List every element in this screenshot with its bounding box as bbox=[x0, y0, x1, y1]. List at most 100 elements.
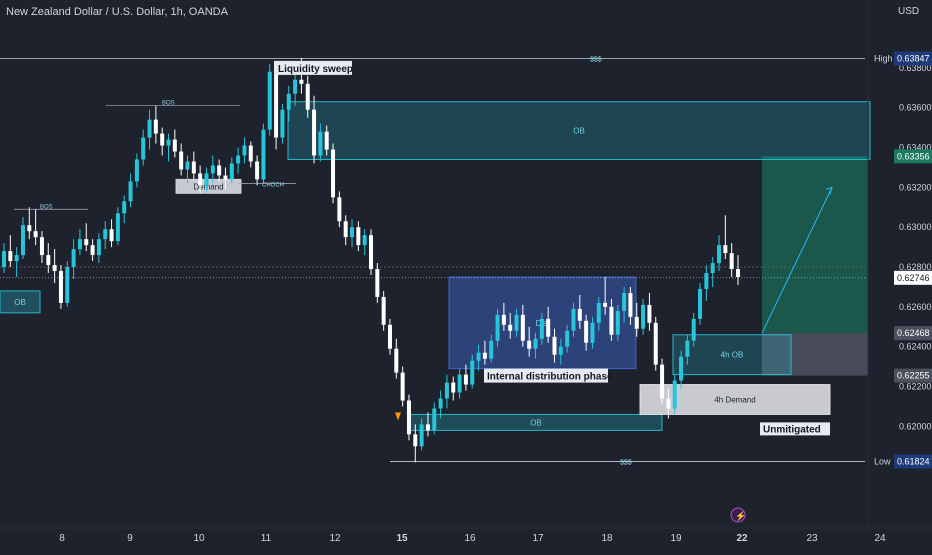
candle-body bbox=[299, 79, 304, 84]
candle-body bbox=[406, 400, 411, 435]
candle-body bbox=[223, 175, 228, 180]
candle-body bbox=[444, 382, 449, 399]
candle-body bbox=[425, 424, 430, 431]
y-tick-label: 0.63400 bbox=[899, 143, 932, 153]
candle-body bbox=[84, 239, 89, 246]
candle-body bbox=[318, 131, 323, 156]
zone-label-ob-left: OB bbox=[14, 298, 26, 307]
candle-body bbox=[122, 201, 127, 214]
candle-body bbox=[596, 302, 601, 323]
projection-arrowhead bbox=[825, 186, 833, 195]
candle-body bbox=[691, 318, 696, 341]
x-tick-label: 23 bbox=[806, 533, 818, 544]
price-tag-label: 0.63847 bbox=[897, 53, 930, 63]
price-tag-name-bg bbox=[868, 454, 893, 469]
internal-distribution-box bbox=[484, 368, 608, 383]
candle-body bbox=[312, 109, 317, 156]
zone-demand-4h bbox=[639, 384, 831, 415]
candle-body bbox=[14, 255, 19, 262]
lightning-glyph: ⚡ bbox=[735, 510, 746, 522]
price-tag bbox=[894, 149, 932, 164]
candle-body bbox=[381, 296, 386, 325]
candle-body bbox=[2, 251, 6, 268]
x-tick-label: 8 bbox=[59, 533, 65, 544]
y-tick-label: 0.62400 bbox=[899, 342, 932, 352]
candle-body bbox=[46, 255, 51, 266]
candle-body bbox=[71, 249, 76, 268]
price-tag bbox=[894, 368, 932, 383]
candle-body bbox=[666, 398, 671, 409]
liquidity-sweep-box bbox=[274, 60, 352, 75]
candle-body bbox=[39, 237, 44, 256]
candle-body bbox=[679, 356, 684, 381]
candle-body bbox=[628, 292, 633, 317]
candle-body bbox=[160, 133, 165, 146]
candle-body bbox=[293, 79, 298, 94]
choch-label: CHOCH bbox=[262, 182, 284, 188]
liquidity-sweep-label: Liquidity sweep bbox=[278, 64, 353, 75]
candle-body bbox=[77, 239, 82, 250]
price-tag-label: 0.61824 bbox=[897, 456, 930, 466]
x-tick-label: 15 bbox=[396, 533, 408, 544]
price-tag-label: 0.62468 bbox=[897, 328, 930, 338]
y-tick-label: 0.63200 bbox=[899, 182, 932, 192]
zone-ob-4h bbox=[672, 334, 792, 376]
x-tick-label: 22 bbox=[736, 533, 748, 544]
candle-body bbox=[261, 129, 266, 180]
x-tick-label: 10 bbox=[193, 533, 205, 544]
candle-body bbox=[685, 340, 690, 357]
candle-body bbox=[558, 346, 563, 355]
candle-body bbox=[109, 229, 114, 242]
x-tick-label: 19 bbox=[670, 533, 682, 544]
candle-body bbox=[141, 137, 146, 160]
zone-label-ob-bottom: OB bbox=[530, 418, 542, 427]
candle-body bbox=[280, 109, 285, 138]
price-tag bbox=[894, 454, 932, 469]
candle-body bbox=[419, 424, 424, 447]
candle-body bbox=[52, 265, 57, 272]
candle-body bbox=[134, 159, 139, 182]
candle-body bbox=[172, 139, 177, 152]
candle-body bbox=[387, 324, 392, 349]
target-zone bbox=[762, 156, 868, 334]
candle-body bbox=[65, 267, 70, 303]
internal-distribution-label: Internal distribution phase bbox=[487, 372, 613, 383]
candle-body bbox=[710, 263, 715, 274]
candle-body bbox=[552, 336, 557, 355]
candle-body bbox=[508, 324, 513, 331]
candle-body bbox=[660, 364, 665, 399]
x-tick-label: 12 bbox=[329, 533, 341, 544]
candle-body bbox=[736, 269, 740, 277]
x-tick-label: 9 bbox=[127, 533, 133, 544]
candle-body bbox=[33, 231, 38, 238]
candle-body bbox=[375, 269, 380, 297]
candle-body bbox=[274, 71, 279, 138]
candle-body bbox=[27, 225, 32, 232]
candle-body bbox=[451, 382, 456, 393]
candle-body bbox=[147, 119, 152, 138]
candle-body bbox=[58, 271, 63, 303]
candle-body bbox=[153, 119, 158, 134]
zone-demand bbox=[175, 178, 242, 194]
bos-label-1: BOS bbox=[40, 204, 53, 210]
candle-body bbox=[704, 273, 709, 289]
candle-body bbox=[305, 83, 310, 110]
x-tick-label: 18 bbox=[601, 533, 613, 544]
candle-body bbox=[217, 165, 222, 176]
candle-body bbox=[672, 380, 677, 409]
x-tick-label: 11 bbox=[261, 533, 272, 544]
y-tick-label: 0.62600 bbox=[899, 302, 932, 312]
candle-body bbox=[324, 131, 329, 150]
candle-body bbox=[698, 288, 703, 319]
candle-body bbox=[615, 310, 620, 335]
ssl-top-label: $$$ bbox=[590, 56, 602, 63]
candle-body bbox=[717, 245, 722, 264]
candle-body bbox=[520, 314, 525, 341]
lightning-icon[interactable] bbox=[730, 507, 746, 523]
candle-body bbox=[115, 213, 120, 242]
x-tick-label: 24 bbox=[874, 533, 886, 544]
candle-body bbox=[653, 322, 658, 365]
candle-body bbox=[128, 181, 133, 202]
